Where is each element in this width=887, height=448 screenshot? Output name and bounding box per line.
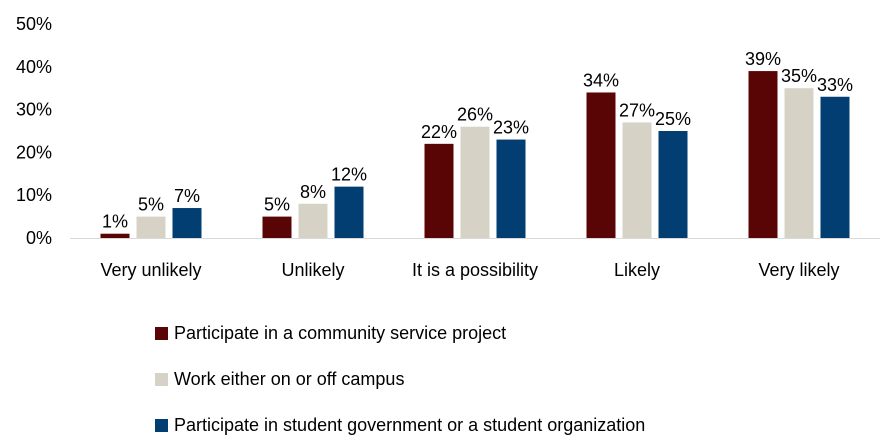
- bar: [658, 131, 688, 238]
- x-tick-label: Very likely: [758, 260, 839, 280]
- data-label: 1%: [102, 212, 128, 232]
- legend-label: Participate in student government or a s…: [174, 414, 646, 435]
- bar: [262, 216, 292, 238]
- data-label: 8%: [300, 182, 326, 202]
- data-label: 12%: [331, 165, 367, 185]
- legend-swatch: [155, 326, 168, 340]
- data-label: 5%: [138, 195, 164, 215]
- x-tick-label: Very unlikely: [100, 260, 201, 280]
- data-label: 33%: [817, 75, 853, 95]
- data-label: 26%: [457, 105, 493, 125]
- legend-item-student-government: Participate in student government or a s…: [155, 402, 645, 448]
- y-tick-label: 40%: [16, 57, 52, 77]
- bar: [334, 186, 364, 238]
- data-label: 7%: [174, 186, 200, 206]
- bar-chart: 0% 10% 20% 30% 40% 50% 1% 5% 7% 5% 8%12% 22%26%23%…: [16, 14, 880, 280]
- bar: [460, 126, 490, 238]
- data-label: 5%: [264, 195, 290, 215]
- legend-item-work: Work either on or off campus: [155, 356, 645, 402]
- bar: [748, 71, 778, 238]
- x-tick-label: Unlikely: [281, 260, 344, 280]
- bars: [100, 71, 850, 238]
- x-tick-label: It is a possibility: [412, 260, 538, 280]
- bar: [424, 143, 454, 238]
- data-label: 35%: [781, 66, 817, 86]
- data-label: 22%: [421, 122, 457, 142]
- data-labels: 1% 5% 7% 5% 8%12% 22%26%23% 34%27% 25% 39%35% 33%: [102, 49, 853, 232]
- data-label: 34%: [583, 70, 619, 90]
- bar: [820, 96, 850, 238]
- legend-label: Participate in a community service proje…: [174, 322, 507, 343]
- y-tick-label: 30%: [16, 100, 52, 120]
- data-label: 23%: [493, 118, 529, 138]
- bar: [172, 208, 202, 238]
- bar: [586, 92, 616, 238]
- bar: [496, 139, 526, 238]
- bar: [784, 88, 814, 238]
- x-axis: Very unlikely Unlikely It is a possibility…: [100, 260, 839, 280]
- legend-label: Work either on or off campus: [174, 368, 405, 389]
- y-tick-label: 50%: [16, 14, 52, 34]
- y-tick-label: 0%: [26, 228, 52, 248]
- data-label: 25%: [655, 109, 691, 129]
- legend: Participate in a community service proje…: [155, 310, 645, 448]
- y-tick-label: 20%: [16, 142, 52, 162]
- data-label: 39%: [745, 49, 781, 69]
- bar: [100, 233, 130, 238]
- legend-swatch: [155, 418, 168, 432]
- legend-item-community-service: Participate in a community service proje…: [155, 310, 645, 356]
- data-label: 27%: [619, 100, 655, 120]
- y-tick-label: 10%: [16, 185, 52, 205]
- bar: [622, 122, 652, 238]
- bar: [136, 216, 166, 238]
- bar: [298, 203, 328, 238]
- y-axis: 0% 10% 20% 30% 40% 50%: [16, 14, 880, 248]
- legend-swatch: [155, 372, 168, 386]
- x-tick-label: Likely: [614, 260, 660, 280]
